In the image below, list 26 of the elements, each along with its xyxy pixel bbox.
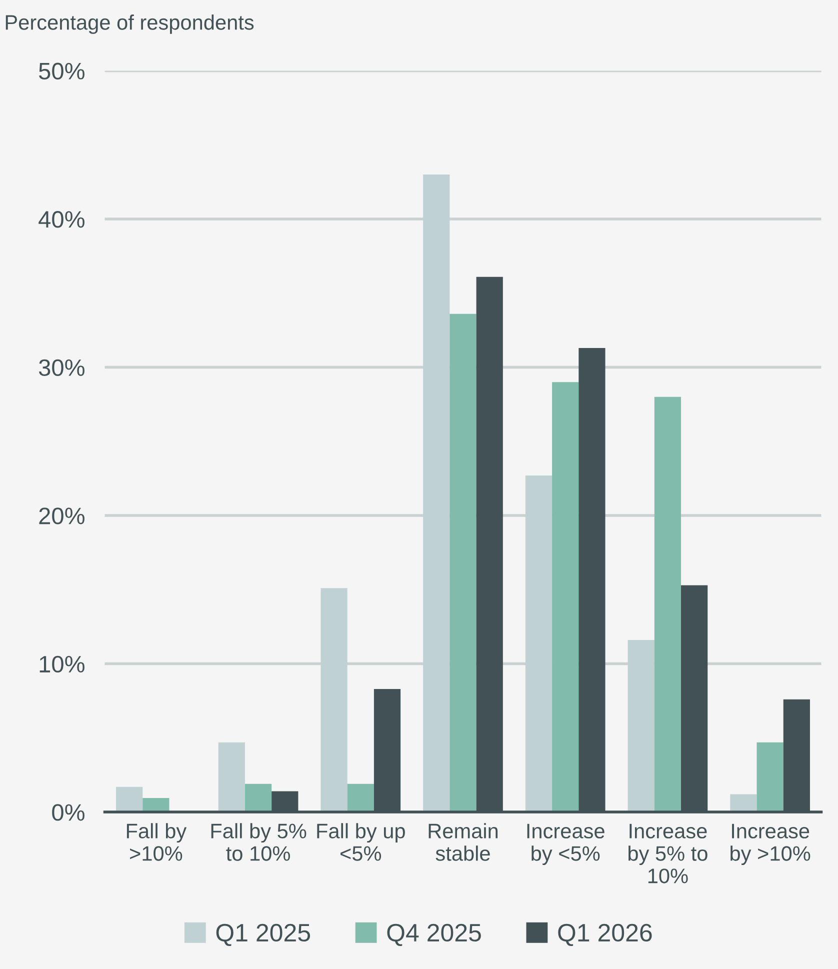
bar: [244, 784, 272, 812]
x-tick-label: Increase by >10%: [730, 824, 810, 865]
bar: [730, 794, 757, 812]
legend-label: Q4 2025: [387, 924, 481, 946]
x-tick-label: Fall by up <5%: [317, 823, 405, 861]
y-tick-label: 40%: [38, 211, 84, 228]
y-axis-title: Percentage of respondents: [6, 14, 254, 34]
bar: [116, 786, 143, 812]
y-tick-label: 20%: [39, 508, 84, 524]
x-tick-label: Remain stable: [428, 823, 498, 861]
y-tick-label: 30%: [38, 359, 84, 376]
bar: [756, 742, 784, 812]
x-tick-label: Fall by 5% to 10%: [211, 823, 306, 861]
legend-label: Q1 2025: [216, 924, 310, 946]
y-tick-label: 10%: [40, 656, 84, 673]
bar: [654, 396, 682, 812]
y-tick-label: 0%: [52, 804, 84, 821]
legend-label: Q1 2026: [558, 924, 652, 946]
x-tick-label: Increase by <5%: [527, 824, 604, 865]
bar: [218, 742, 245, 812]
bar: [552, 382, 579, 812]
bar: [450, 314, 476, 812]
x-tick-label: Fall by >10%: [126, 823, 187, 861]
bar: [347, 784, 374, 812]
x-tick-label: Increase by 5% to 10%: [628, 824, 708, 884]
y-tick-label: 50%: [38, 62, 84, 80]
